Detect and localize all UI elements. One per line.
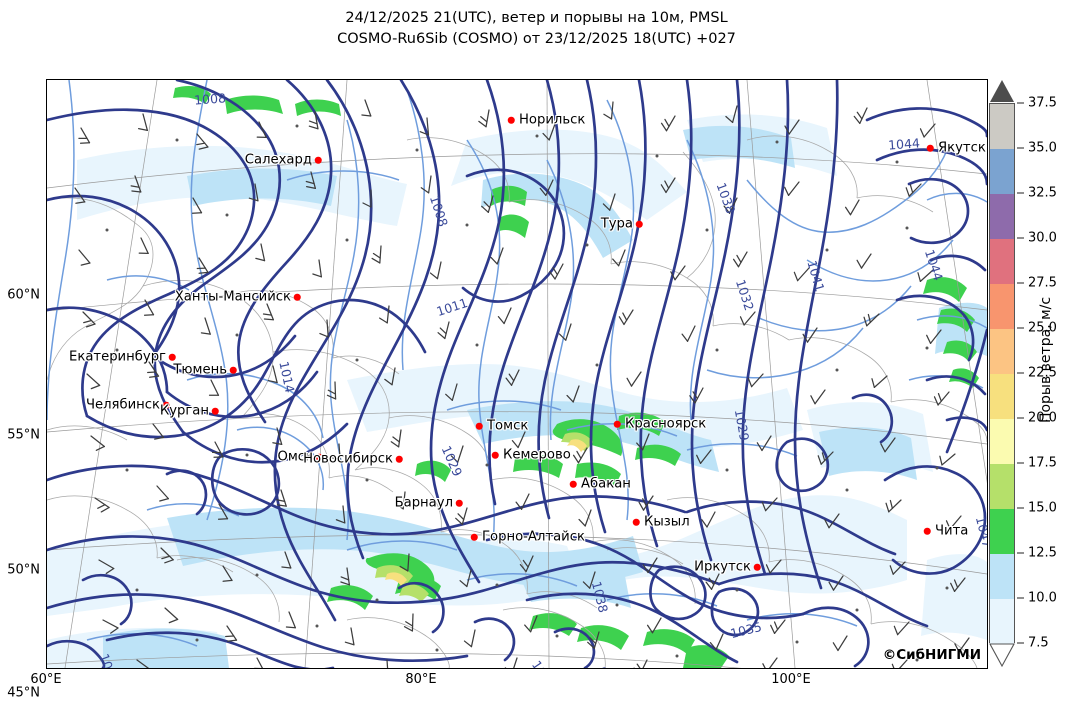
colorbar-tick-label: 15.0	[1017, 501, 1057, 516]
city-marker-dot[interactable]	[315, 453, 323, 461]
city-marker-dot[interactable]	[470, 533, 478, 541]
city-label: Тура	[600, 216, 633, 232]
title-line-1: 24/12/2025 21(UTC), ветер и порывы на 10…	[345, 10, 728, 26]
wind-barbs-layer	[74, 99, 970, 668]
city-marker-dot[interactable]	[395, 455, 403, 463]
city-label: Новосибирск	[303, 451, 393, 467]
colorbar-tick-label: 10.0	[1017, 591, 1057, 606]
city-marker-dot[interactable]	[923, 527, 931, 535]
y-axis-tick-label: 45°N	[7, 685, 40, 701]
colorbar[interactable]: 37.5 35.0 32.5 30.0 27.5 25.0 22.5 20.0 17.5 15.0…	[989, 79, 1057, 668]
city-marker-dot[interactable]	[455, 499, 463, 507]
city-label: Барнаул	[394, 495, 453, 511]
city-marker-dot[interactable]	[632, 518, 640, 526]
chart-title: 24/12/2025 21(UTC), ветер и порывы на 10…	[0, 8, 1073, 50]
city-label: Кемерово	[503, 447, 571, 463]
city-marker-dot[interactable]	[491, 451, 499, 459]
city-label: Салехард	[244, 152, 312, 168]
colorbar-under-arrow	[989, 643, 1015, 668]
city-marker-dot[interactable]	[314, 156, 322, 164]
city-label: Екатеринбург	[69, 349, 166, 365]
colorbar-tick-label: 20.0	[1017, 411, 1057, 426]
x-axis-tick-label: 100°E	[771, 672, 811, 687]
colorbar-tick-label: 7.5	[1017, 636, 1049, 651]
city-label: Якутск	[938, 140, 986, 156]
colorbar-segment	[990, 239, 1014, 284]
city-marker-dot[interactable]	[753, 563, 761, 571]
city-marker-dot[interactable]	[229, 366, 237, 374]
city-marker-dot[interactable]	[168, 353, 176, 361]
colorbar-segment	[990, 149, 1014, 194]
colorbar-tick-label: 12.5	[1017, 546, 1057, 561]
city-marker-dot[interactable]	[569, 480, 577, 488]
colorbar-tick-label: 32.5	[1017, 186, 1057, 201]
city-label: Норильск	[519, 112, 586, 128]
city-marker-dot[interactable]	[926, 144, 934, 152]
city-marker-dot[interactable]	[475, 422, 483, 430]
city-label: Горно-Алтайск	[482, 529, 585, 545]
colorbar-tick-label: 35.0	[1017, 141, 1057, 156]
colorbar-segment	[990, 104, 1014, 149]
colorbar-axis-label: Порыв ветра, м/с	[1038, 296, 1054, 423]
colorbar-segment	[990, 554, 1014, 599]
city-marker-dot[interactable]	[293, 293, 301, 301]
y-axis-tick-label: 60°N	[7, 287, 40, 303]
colorbar-segment	[990, 194, 1014, 239]
colorbar-segment	[990, 599, 1014, 644]
map-plot-area[interactable]: 1008 1008 1011 1014 1029 1029 1032 1038 1041 1044…	[46, 79, 988, 669]
city-marker-dot[interactable]	[211, 407, 219, 415]
pmsl-isobars-layer	[47, 80, 987, 668]
colorbar-tick-label: 37.5	[1017, 96, 1057, 111]
y-axis-tick-label: 50°N	[7, 562, 40, 578]
colorbar-gradient[interactable]	[989, 103, 1015, 644]
city-marker-dot[interactable]	[635, 220, 643, 228]
copyright-watermark: ©СибНИГМИ	[882, 647, 981, 663]
city-marker-dot[interactable]	[162, 401, 170, 409]
colorbar-segment	[990, 509, 1014, 554]
city-marker-dot[interactable]	[507, 116, 515, 124]
city-label: Красноярск	[625, 416, 707, 432]
colorbar-segment	[990, 329, 1014, 374]
colorbar-tick-label: 17.5	[1017, 456, 1057, 471]
colorbar-tick-label: 27.5	[1017, 276, 1057, 291]
graticule-layer	[47, 80, 987, 668]
city-label: Омск	[277, 449, 313, 465]
isobar-label: 1044	[887, 135, 921, 153]
city-label: Иркутск	[694, 559, 751, 575]
colorbar-over-arrow	[989, 79, 1015, 103]
colorbar-tick-label: 30.0	[1017, 231, 1057, 246]
x-axis-tick-label: 80°E	[405, 672, 437, 687]
colorbar-segment	[990, 419, 1014, 464]
y-axis-tick-label: 55°N	[7, 427, 40, 443]
city-label: Кызыл	[644, 514, 690, 530]
city-marker-dot[interactable]	[613, 420, 621, 428]
city-label: Ханты-Мансийск	[174, 289, 291, 305]
title-line-2: COSMO-Ru6Sib (COSMO) от 23/12/2025 18(UT…	[337, 31, 736, 47]
colorbar-segment	[990, 464, 1014, 509]
city-label: Челябинск	[85, 397, 160, 413]
colorbar-tick-label: 25.0	[1017, 321, 1057, 336]
city-label: Чита	[935, 523, 969, 539]
x-axis-tick-label: 60°E	[30, 672, 62, 687]
city-label: Томск	[487, 418, 529, 434]
admin-borders-layer	[47, 135, 987, 668]
station-points-layer	[105, 124, 949, 662]
city-label: Курган	[159, 403, 209, 419]
city-label: Тюмень	[173, 362, 227, 378]
isobar-label: 1008	[193, 90, 227, 108]
colorbar-segment	[990, 374, 1014, 419]
colorbar-segment	[990, 284, 1014, 329]
colorbar-tick-label: 22.5	[1017, 366, 1057, 381]
map-canvas	[47, 80, 987, 668]
city-label: Абакан	[581, 476, 631, 492]
